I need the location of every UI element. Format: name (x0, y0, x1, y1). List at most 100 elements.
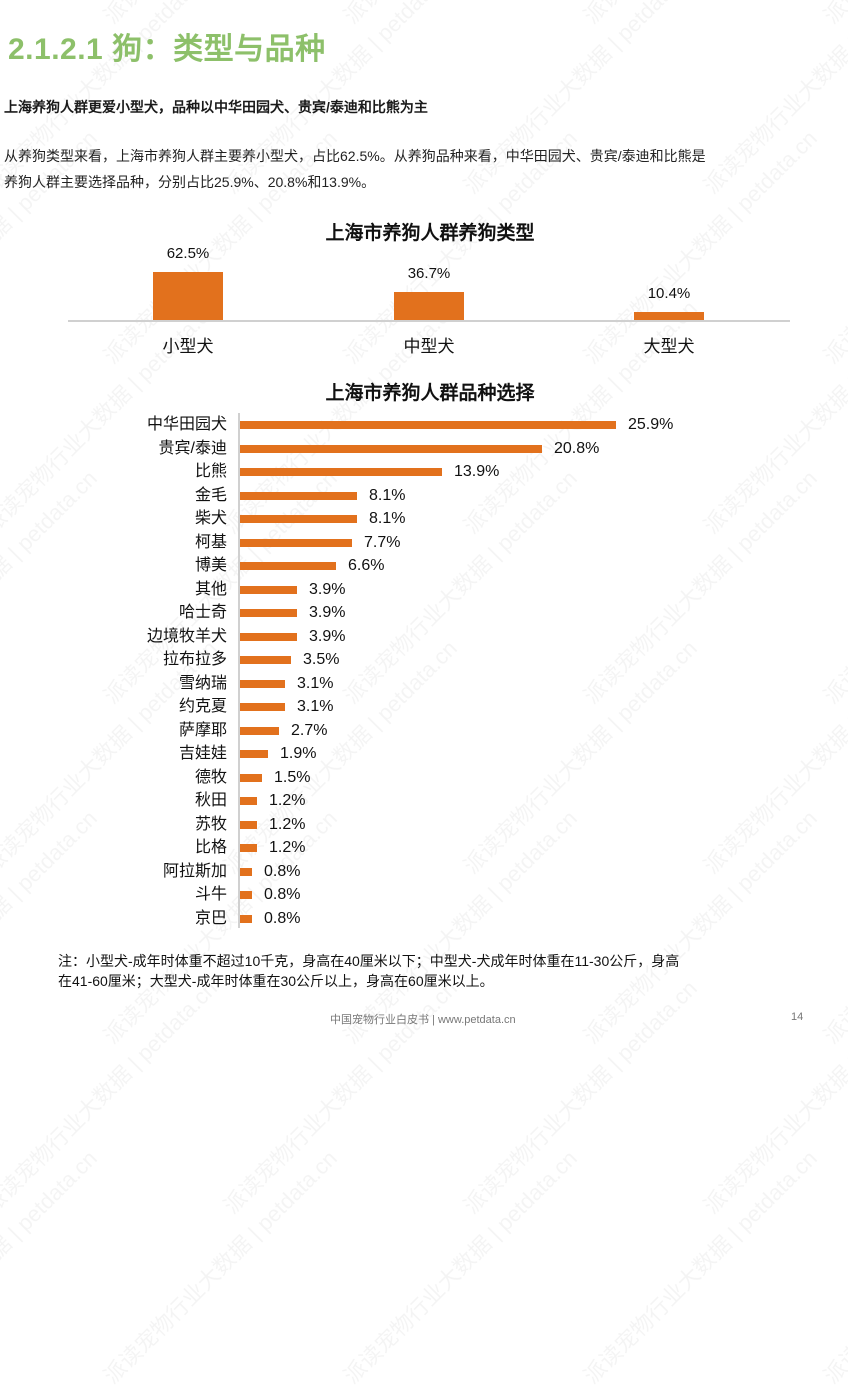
category-label: 京巴 (194, 910, 227, 927)
summary-paragraph: 从养狗类型来看，上海市养狗人群主要养小型犬，占比62.5%。从养狗品种来看，中华… (4, 143, 848, 195)
category-label: 约克夏 (178, 698, 227, 715)
bar (240, 609, 297, 617)
data-label: 0.8% (264, 886, 301, 903)
watermark-text: 派读宠物行业大数据 | petdata.cn (215, 972, 463, 1220)
data-label: 1.2% (269, 792, 306, 809)
category-label: 秋田 (194, 792, 227, 809)
subheading: 上海养狗人群更爱小型犬，品种以中华田园犬、贵宾/泰迪和比熊为主 (4, 99, 428, 115)
bar-row: 柴犬 8.1% (0, 507, 848, 530)
bar (240, 492, 357, 500)
data-label: 62.5% (166, 245, 210, 262)
watermark-text: 派读宠物行业大数据 | petdata.cn (335, 1142, 583, 1390)
watermark-text: 派读宠物行业大数据 | petdata.cn (575, 1142, 823, 1390)
watermark-text: 派读宠物行业大数据 | petdata.cn (815, 1142, 848, 1390)
watermark-text: 派读宠物行业大数据 | petdata.cn (95, 1142, 343, 1390)
bar (240, 656, 291, 664)
bar (240, 703, 285, 711)
bar-row: 哈士奇 3.9% (0, 601, 848, 624)
bar (634, 312, 704, 320)
data-label: 7.7% (364, 534, 401, 551)
bar (240, 586, 297, 594)
data-label: 25.9% (628, 416, 674, 433)
category-label: 金毛 (194, 487, 227, 504)
watermark-text: 派读宠物行业大数据 | petdata.cn (695, 972, 848, 1220)
bar (240, 680, 285, 688)
bar-row: 金毛 8.1% (0, 484, 848, 507)
bar-row: 萨摩耶 2.7% (0, 719, 848, 742)
category-label: 阿拉斯加 (162, 863, 227, 880)
bar-row: 苏牧 1.2% (0, 813, 848, 836)
bar (240, 797, 257, 805)
paragraph-line-2: 养狗人群主要选择品种，分别占比25.9%、20.8%和13.9%。 (4, 174, 376, 190)
bar-row: 其他 3.9% (0, 578, 848, 601)
bar-row: 比熊 13.9% (0, 460, 848, 483)
category-label: 其他 (194, 581, 227, 598)
category-label: 柴犬 (194, 510, 227, 527)
category-label: 拉布拉多 (162, 651, 227, 668)
bar-row: 柯基 7.7% (0, 531, 848, 554)
bar-row: 拉布拉多 3.5% (0, 648, 848, 671)
paragraph-line-1: 从养狗类型来看，上海市养狗人群主要养小型犬，占比62.5%。从养狗品种来看，中华… (4, 148, 706, 164)
bar-row: 秋田 1.2% (0, 789, 848, 812)
page-number: 14 (791, 1011, 804, 1023)
bar-row: 中华田园犬 25.9% (0, 413, 848, 436)
bar (240, 539, 352, 547)
data-label: 1.9% (280, 745, 317, 762)
watermark-text: 派读宠物行业大数据 | petdata.cn (815, 0, 848, 30)
bar-row: 京巴 0.8% (0, 907, 848, 930)
bar-row: 阿拉斯加 0.8% (0, 860, 848, 883)
category-label: 吉娃娃 (178, 745, 227, 762)
category-label: 斗牛 (194, 886, 227, 903)
data-label: 3.9% (309, 628, 346, 645)
chart-title: 上海市养狗人群养狗类型 (325, 223, 535, 244)
bar (240, 633, 297, 641)
bar-row: 德牧 1.5% (0, 766, 848, 789)
bar (240, 445, 542, 453)
data-label: 0.8% (264, 863, 301, 880)
bar-row: 比格 1.2% (0, 836, 848, 859)
watermark-text: 派读宠物行业大数据 | petdata.cn (575, 0, 823, 30)
bar (240, 915, 252, 923)
bar-row: 约克夏 3.1% (0, 695, 848, 718)
data-label: 8.1% (369, 510, 406, 527)
bar (153, 272, 223, 320)
data-label: 3.9% (309, 604, 346, 621)
footer-text: 中国宠物行业白皮书 | www.petdata.cn (330, 1014, 516, 1026)
footnote-line-2: 在41-60厘米；大型犬-成年时体重在30公斤以上，身高在60厘米以上。 (58, 973, 494, 989)
bar (240, 821, 257, 829)
bar-row: 贵宾/泰迪 20.8% (0, 437, 848, 460)
bar (240, 515, 357, 523)
category-label: 博美 (194, 557, 227, 574)
data-label: 3.1% (297, 675, 334, 692)
data-label: 1.2% (269, 839, 306, 856)
bar (240, 727, 279, 735)
bar (240, 868, 252, 876)
category-label: 贵宾/泰迪 (158, 440, 227, 457)
bar (240, 468, 442, 476)
data-label: 10.4% (647, 285, 691, 302)
bar (240, 562, 336, 570)
watermark-text: 派读宠物行业大数据 | petdata.cn (0, 972, 223, 1220)
bar (240, 891, 252, 899)
category-label: 中华田园犬 (146, 416, 227, 433)
section-title: 2.1.2.1 狗：类型与品种 (8, 33, 326, 66)
chart-title: 上海市养狗人群品种选择 (325, 383, 535, 404)
bar-row: 博美 6.6% (0, 554, 848, 577)
bar-row: 斗牛 0.8% (0, 883, 848, 906)
category-label: 柯基 (194, 534, 227, 551)
category-label: 比熊 (194, 463, 227, 480)
x-axis-line (68, 320, 790, 322)
watermark-text: 派读宠物行业大数据 | petdata.cn (455, 972, 703, 1220)
data-label: 36.7% (407, 265, 451, 282)
bar-row: 雪纳瑞 3.1% (0, 672, 848, 695)
watermark-text: 派读宠物行业大数据 | petdata.cn (335, 0, 583, 30)
bar (240, 750, 268, 758)
bar-row: 吉娃娃 1.9% (0, 742, 848, 765)
category-label: 哈士奇 (178, 604, 227, 621)
category-label: 小型犬 (162, 337, 214, 356)
category-label: 苏牧 (194, 816, 227, 833)
watermark-text: 派读宠物行业大数据 | petdata.cn (0, 1142, 103, 1390)
data-label: 13.9% (454, 463, 500, 480)
footnote-line-1: 注：小型犬-成年时体重不超过10千克，身高在40厘米以下；中型犬-犬成年时体重在… (58, 953, 680, 969)
category-label: 雪纳瑞 (178, 675, 227, 692)
